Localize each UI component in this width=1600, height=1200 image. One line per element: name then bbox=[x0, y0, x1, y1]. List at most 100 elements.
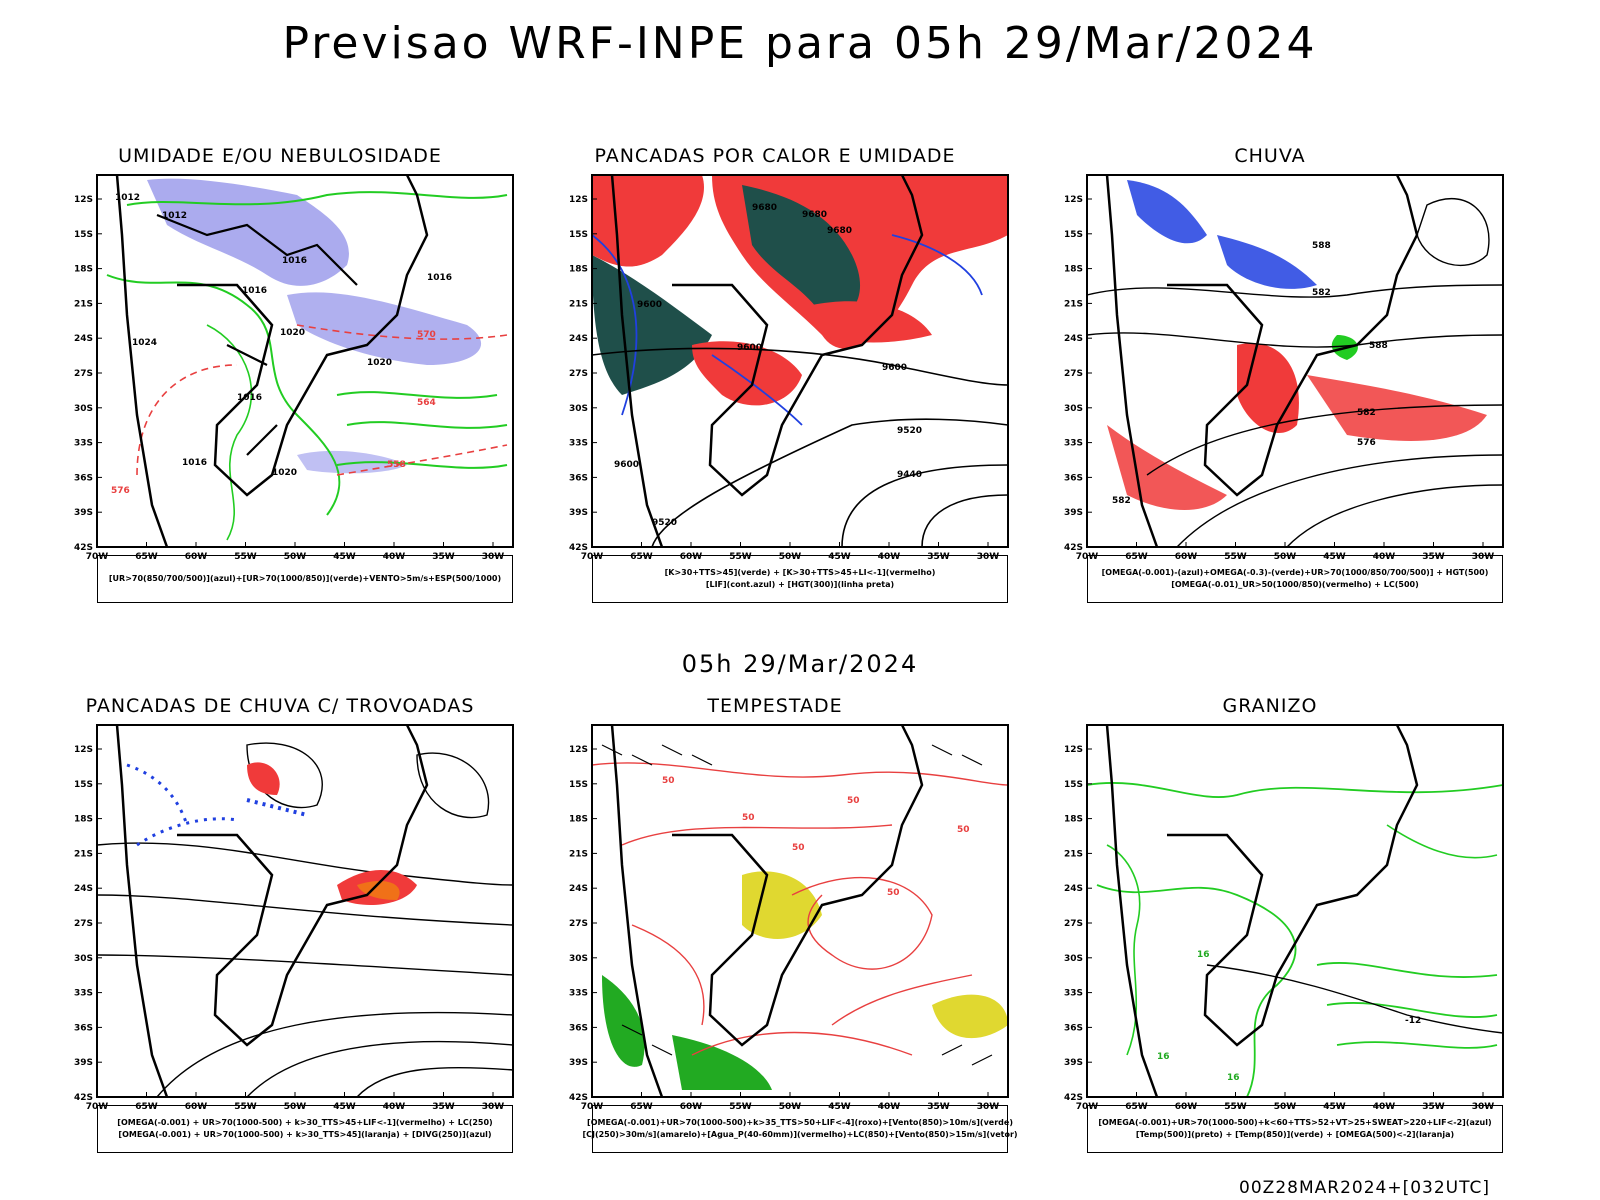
coastline bbox=[610, 174, 924, 548]
lon-tick-label: 55W bbox=[234, 552, 257, 562]
lat-tick-label: 18S bbox=[74, 815, 93, 825]
lat-tick-label: 36S bbox=[74, 1023, 93, 1033]
lat-tick-label: 27S bbox=[74, 369, 93, 379]
panel-title: PANCADAS DE CHUVA C/ TROVOADAS bbox=[85, 695, 475, 717]
lon-tick-label: 60W bbox=[680, 552, 703, 562]
coastline bbox=[115, 724, 429, 1098]
lat-tick-label: 24S bbox=[74, 334, 93, 344]
map-frame bbox=[1086, 174, 1504, 548]
hgt-label: 588 bbox=[1369, 341, 1388, 351]
green-contour bbox=[106, 274, 341, 516]
lat-tick-label: 36S bbox=[1064, 1023, 1083, 1033]
legend-line: [OMEGA(-0.001) + UR>70(1000-500) + k>30_… bbox=[118, 1130, 492, 1139]
lat-tick-label: 12S bbox=[74, 195, 93, 205]
hgt-contour bbox=[1416, 198, 1490, 267]
hgt-label: 9520 bbox=[897, 426, 922, 436]
isobar-label: 1016 bbox=[242, 286, 267, 296]
lat-tick-label: 21S bbox=[74, 299, 93, 309]
isobar-label: 1016 bbox=[237, 393, 262, 403]
legend: [K>30+TTS>45](verde) + [K>30+TTS>45+LI<-… bbox=[592, 555, 1008, 603]
heat-cells-teal bbox=[742, 185, 861, 317]
hgt-label: 582 bbox=[1112, 496, 1131, 506]
lat-tick-label: 36S bbox=[74, 473, 93, 483]
lon-tick-label: 40W bbox=[383, 552, 406, 562]
lon-tick-label: 50W bbox=[779, 1102, 802, 1112]
lat-tick-label: 21S bbox=[74, 849, 93, 859]
lat-tick-label: 39S bbox=[1064, 1058, 1083, 1068]
isobar-label: 1016 bbox=[427, 273, 452, 283]
map-frame bbox=[96, 174, 514, 548]
lon-tick-label: 55W bbox=[729, 1102, 752, 1112]
red-dashed-contour bbox=[296, 324, 508, 340]
legend: [OMEGA(-0.001)+UR>70(1000-500)+k>35_TTS>… bbox=[582, 1105, 1018, 1153]
lat-tick-label: 18S bbox=[569, 265, 588, 275]
lat-tick-label: 15S bbox=[74, 230, 93, 240]
lon-tick-label: 60W bbox=[185, 552, 208, 562]
coastline bbox=[1105, 724, 1419, 1098]
lon-tick-label: 30W bbox=[482, 1102, 505, 1112]
thickness-label: 564 bbox=[417, 398, 436, 408]
panel-title: GRANIZO bbox=[1222, 695, 1318, 717]
lat-tick-label: 27S bbox=[569, 919, 588, 929]
lat-tick-label: 27S bbox=[1064, 919, 1083, 929]
rain-red bbox=[1107, 425, 1227, 510]
panel-chuva: CHUVA 588 588 582 576 582 582 12S 15S 18S 2… bbox=[1035, 145, 1505, 615]
lon-tick-label: 45W bbox=[828, 552, 851, 562]
map-frame bbox=[1086, 724, 1504, 1098]
lat-tick-label: 15S bbox=[1064, 230, 1083, 240]
hgt-label: 9600 bbox=[614, 460, 639, 470]
lat-tick-label: 33S bbox=[1064, 439, 1083, 449]
lon-tick-label: 45W bbox=[333, 552, 356, 562]
lon-tick-label: 65W bbox=[1125, 1102, 1148, 1112]
thunder-orange bbox=[357, 880, 400, 900]
isobar-label: 1012 bbox=[162, 211, 187, 221]
lat-tick-label: 39S bbox=[569, 508, 588, 518]
lon-tick-label: 40W bbox=[878, 552, 901, 562]
lat-tick-label: 12S bbox=[569, 195, 588, 205]
coastline bbox=[610, 724, 924, 1098]
hgt-label: 9440 bbox=[897, 470, 922, 480]
hgt-contour bbox=[1086, 284, 1504, 548]
hgt-label: 582 bbox=[1312, 288, 1331, 298]
lon-tick-label: 30W bbox=[482, 552, 505, 562]
panel-granizo: GRANIZO -12 16 16 16 12S 15S 18S 21S 24S 27S 3… bbox=[1035, 695, 1505, 1165]
thunder-red bbox=[247, 762, 280, 795]
legend-line: [OMEGA(-0.001)+UR>70(1000-500)+k>35_TTS>… bbox=[587, 1118, 1013, 1127]
lat-tick-label: 36S bbox=[569, 473, 588, 483]
lon-tick-label: 35W bbox=[1422, 1102, 1445, 1112]
map-chuva: 588 588 582 576 582 582 12S 15S 18S 21S 24S 2… bbox=[1064, 174, 1504, 562]
lon-tick-label: 35W bbox=[432, 552, 455, 562]
panel-trovoadas: PANCADAS DE CHUVA C/ TROVOADAS 12S 15S 18S… bbox=[45, 695, 515, 1165]
hgt-label: 588 bbox=[1312, 241, 1331, 251]
panel-title: CHUVA bbox=[1234, 145, 1306, 167]
lat-tick-label: 42S bbox=[1064, 1093, 1083, 1103]
lon-tick-label: 60W bbox=[680, 1102, 703, 1112]
lc-label: 50 bbox=[792, 843, 805, 853]
lon-tick-label: 55W bbox=[729, 552, 752, 562]
lc-label: 50 bbox=[957, 825, 970, 835]
lat-tick-label: 30S bbox=[1064, 954, 1083, 964]
lat-tick-label: 39S bbox=[1064, 508, 1083, 518]
red-dashed-contour bbox=[136, 364, 238, 476]
lon-tick-label: 55W bbox=[234, 1102, 257, 1112]
forecast-time-subtitle: 05h 29/Mar/2024 bbox=[681, 650, 919, 678]
lat-tick-label: 24S bbox=[569, 884, 588, 894]
temp-label: 16 bbox=[1157, 1052, 1170, 1062]
map-umidade: 1012 1012 1016 1016 1016 1020 1020 1024 … bbox=[74, 174, 514, 562]
lon-tick-label: 30W bbox=[1472, 1102, 1495, 1112]
streamline bbox=[96, 842, 514, 1098]
lon-tick-label: 65W bbox=[630, 1102, 653, 1112]
hgt-label: 582 bbox=[1357, 408, 1376, 418]
lon-tick-label: 35W bbox=[927, 552, 950, 562]
lon-tick-label: 40W bbox=[383, 1102, 406, 1112]
legend-line: [OMEGA(-0.001) + UR>70(1000-500) + k>30_… bbox=[117, 1118, 493, 1127]
isobar-label: 1020 bbox=[280, 328, 305, 338]
temp500-contour bbox=[1206, 964, 1504, 1034]
lat-tick-label: 27S bbox=[1064, 369, 1083, 379]
isobar-label: 1012 bbox=[115, 193, 140, 203]
panel-title: UMIDADE E/OU NEBULOSIDADE bbox=[118, 145, 442, 167]
lon-tick-label: 60W bbox=[1175, 552, 1198, 562]
hgt-label: 9680 bbox=[752, 203, 777, 213]
isobar-label: 1020 bbox=[367, 358, 392, 368]
lat-tick-label: 33S bbox=[74, 989, 93, 999]
